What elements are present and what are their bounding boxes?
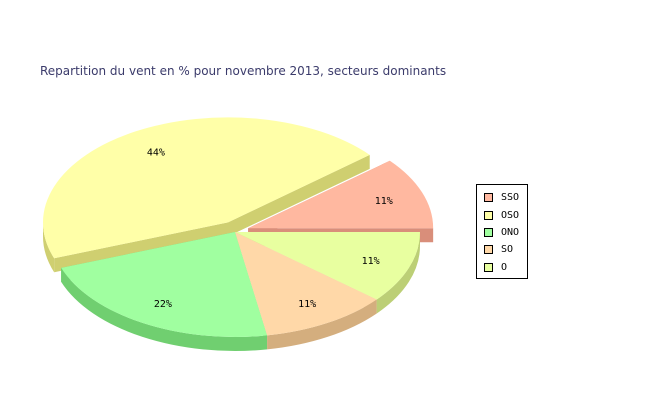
slice-label-ono: 22% (154, 299, 172, 310)
legend-swatch-o (484, 262, 493, 272)
slice-oso (42, 117, 370, 259)
legend: SSO OSO ONO SO O (476, 184, 528, 279)
legend-label-o: O (501, 261, 508, 273)
slice-side-oso (43, 222, 55, 273)
slice-sso (248, 160, 434, 229)
slice-so (235, 232, 377, 336)
slice-side-so (267, 299, 377, 350)
legend-swatch-so (484, 245, 493, 255)
slice-face-oso-0 (228, 154, 370, 237)
legend-swatch-sso (484, 193, 493, 203)
legend-item-so: SO (477, 241, 527, 258)
legend-item-sso: SSO (477, 189, 527, 206)
legend-item-oso: OSO (477, 206, 527, 223)
legend-label-ono: ONO (501, 226, 520, 238)
slice-o (235, 232, 420, 300)
slice-label-sso: 11% (375, 196, 393, 207)
slice-side-ono (61, 267, 268, 351)
slice-label-o: 11% (362, 256, 380, 267)
chart-title: Repartition du vent en % pour novembre 2… (40, 64, 447, 78)
slice-label-so: 11% (298, 299, 316, 310)
legend-label-oso: OSO (501, 209, 520, 221)
legend-swatch-ono (484, 227, 493, 237)
slice-label-oso: 44% (147, 147, 165, 158)
legend-label-so: SO (501, 244, 514, 256)
legend-swatch-oso (484, 210, 493, 220)
slice-ono (61, 232, 268, 337)
legend-label-sso: SSO (501, 192, 520, 204)
legend-item-o: O (477, 259, 527, 276)
slice-face-oso-1 (54, 222, 229, 273)
legend-item-ono: ONO (477, 224, 527, 241)
slice-side-o (376, 232, 420, 314)
